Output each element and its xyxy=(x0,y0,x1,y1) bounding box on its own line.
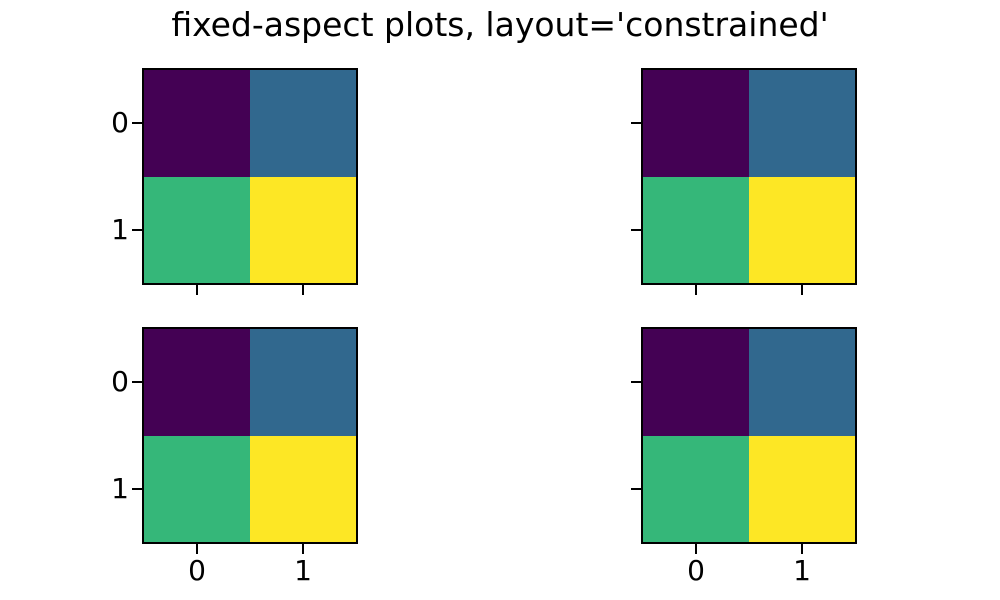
heatmap xyxy=(144,329,356,542)
y-tick-label: 0 xyxy=(111,365,129,399)
x-tick-label: 1 xyxy=(294,554,312,587)
heatmap-cell xyxy=(144,329,250,436)
y-tick-mark xyxy=(631,228,641,231)
x-tick-label: 0 xyxy=(687,554,705,587)
heatmap xyxy=(643,329,855,542)
x-tick-mark xyxy=(196,544,198,554)
x-tick-mark xyxy=(302,544,304,554)
heatmap-cell xyxy=(250,70,356,177)
y-tick-label: 1 xyxy=(111,212,129,246)
x-tick-mark xyxy=(302,285,304,295)
y-tick-label: 0 xyxy=(111,106,129,140)
y-tick-mark xyxy=(132,487,142,490)
heatmap-cell xyxy=(749,435,855,542)
heatmap-cell xyxy=(749,70,855,177)
heatmap xyxy=(643,70,855,283)
heatmap-cell xyxy=(643,70,749,177)
heatmap-cell xyxy=(250,435,356,542)
heatmap-cell xyxy=(144,70,250,177)
subplot-bottom-right: 0 1 xyxy=(631,327,857,585)
y-tick-mark xyxy=(132,228,142,231)
y-tick-label: 1 xyxy=(111,471,129,505)
heatmap-cell xyxy=(643,435,749,542)
heatmap-cell xyxy=(643,329,749,436)
y-tick-mark xyxy=(631,381,641,384)
y-tick-mark xyxy=(132,381,142,384)
heatmap-cell xyxy=(250,176,356,283)
heatmap-cell xyxy=(643,176,749,283)
x-tick-label: 1 xyxy=(793,554,811,587)
heatmap-cell xyxy=(144,435,250,542)
y-tick-mark xyxy=(132,122,142,125)
heatmap-cell xyxy=(749,176,855,283)
y-tick-mark xyxy=(631,487,641,490)
heatmap xyxy=(144,70,356,283)
heatmap-cell xyxy=(749,329,855,436)
subplot-top-left: 0 1 xyxy=(111,68,358,295)
heatmap-cell xyxy=(144,176,250,283)
y-tick-mark xyxy=(631,122,641,125)
subplot-bottom-left: 0 1 0 1 xyxy=(111,327,358,585)
x-tick-label: 0 xyxy=(188,554,206,587)
heatmap-cell xyxy=(250,329,356,436)
x-tick-mark xyxy=(801,285,803,295)
x-tick-mark xyxy=(801,544,803,554)
subplot-top-right xyxy=(631,68,857,295)
x-tick-mark xyxy=(196,285,198,295)
x-tick-mark xyxy=(695,285,697,295)
figure-title: fixed-aspect plots, layout='constrained' xyxy=(171,5,829,44)
x-tick-mark xyxy=(695,544,697,554)
